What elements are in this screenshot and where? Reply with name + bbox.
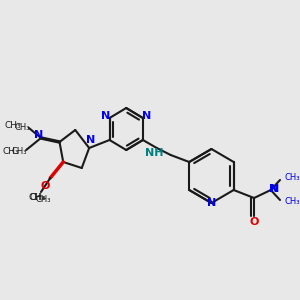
Text: CH₃: CH₃	[285, 197, 300, 206]
Text: CH₃: CH₃	[30, 193, 46, 202]
Text: N: N	[270, 184, 279, 194]
Text: O: O	[249, 217, 259, 227]
Text: N: N	[269, 184, 278, 194]
Text: CH₃: CH₃	[29, 194, 46, 202]
Text: CH₃: CH₃	[35, 196, 51, 205]
Text: NH: NH	[145, 148, 163, 158]
Text: CH₃: CH₃	[12, 146, 27, 155]
Text: CH₃: CH₃	[2, 148, 19, 157]
Text: CH₃: CH₃	[15, 122, 30, 131]
Text: N: N	[142, 111, 151, 121]
Text: N: N	[86, 135, 96, 145]
Text: N: N	[34, 130, 43, 140]
Text: N: N	[207, 198, 216, 208]
Text: O: O	[41, 181, 50, 191]
Text: CH₃: CH₃	[5, 121, 22, 130]
Text: N: N	[101, 111, 110, 121]
Text: CH₃: CH₃	[285, 173, 300, 182]
